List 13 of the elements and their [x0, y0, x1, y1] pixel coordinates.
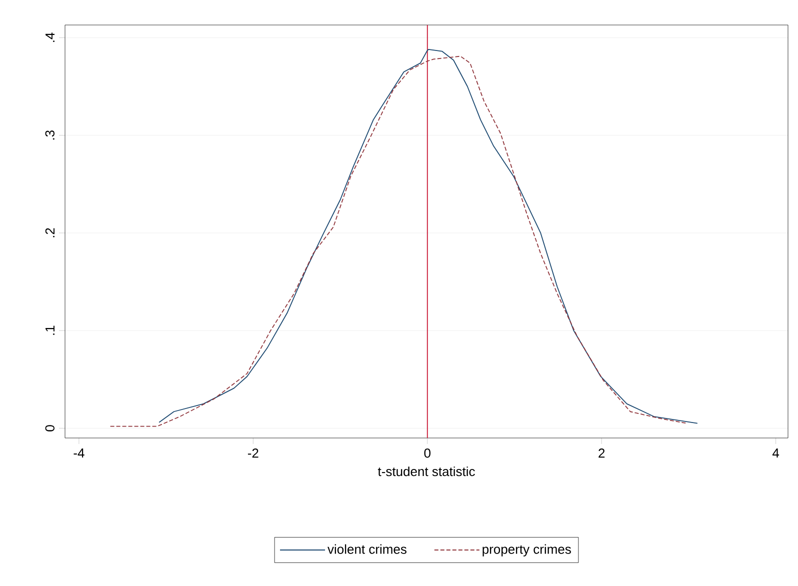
x-tick-label: 2	[598, 448, 605, 458]
x-axis-title: t-student statistic	[378, 466, 475, 476]
x-tick-label: -4	[74, 448, 84, 458]
x-tick-label: 0	[424, 448, 430, 458]
y-tick-label: .4	[46, 32, 54, 42]
y-tick-label: .3	[45, 130, 54, 140]
y-tick-label: 0	[45, 425, 54, 432]
legend-label: property crimes	[482, 544, 571, 556]
y-tick-label: .1	[46, 326, 54, 335]
x-tick-label: 4	[772, 448, 780, 458]
y-tick-label: .2	[45, 228, 54, 238]
legend-label: violent crimes	[328, 544, 406, 554]
x-tick-label: -2	[248, 448, 258, 458]
